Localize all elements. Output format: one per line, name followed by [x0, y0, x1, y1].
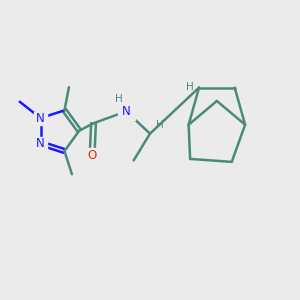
Bar	[34, 137, 47, 150]
Text: H: H	[156, 120, 164, 130]
Bar	[118, 103, 134, 120]
Text: H: H	[115, 94, 123, 104]
Bar	[34, 112, 47, 124]
Text: H: H	[186, 82, 194, 92]
Text: N: N	[36, 112, 45, 124]
Text: O: O	[87, 149, 97, 162]
Text: N: N	[36, 137, 45, 150]
Text: N: N	[122, 105, 130, 118]
Bar	[84, 148, 100, 164]
